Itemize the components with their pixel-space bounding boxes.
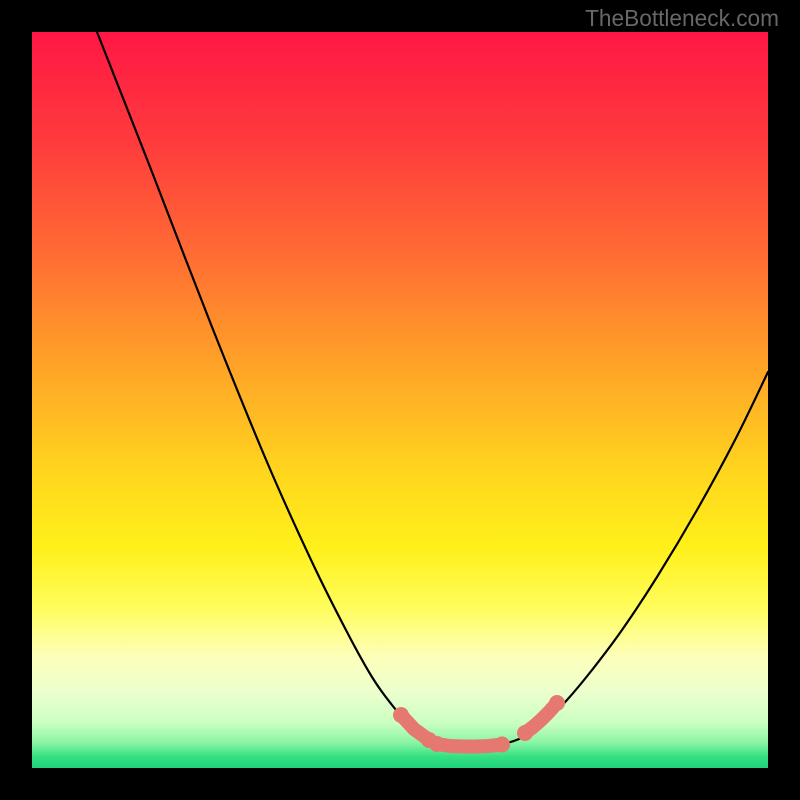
chart-svg — [0, 0, 800, 800]
marker-cap-right-run-0 — [517, 725, 533, 741]
marker-cap-left-run-0 — [393, 707, 409, 723]
marker-run-bottom-run — [437, 744, 502, 747]
marker-cap-bottom-run-1 — [494, 737, 510, 753]
bottleneck-curve — [97, 32, 768, 746]
marker-cap-bottom-run-0 — [429, 736, 445, 752]
root-container: TheBottleneck.com — [0, 0, 800, 800]
marker-cap-right-run-1 — [549, 695, 565, 711]
